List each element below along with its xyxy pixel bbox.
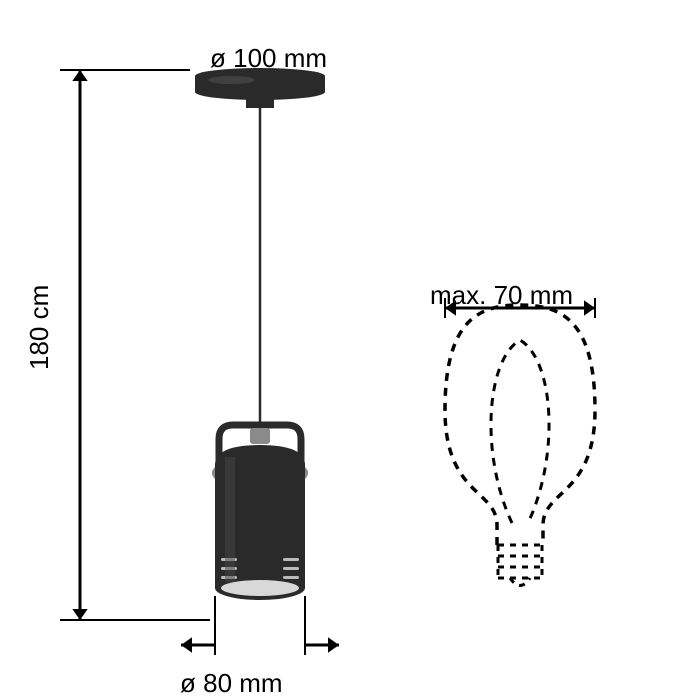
shade-diameter-label: ø 80 mm: [180, 668, 283, 699]
bulb-max-width-label: max. 70 mm: [430, 280, 573, 311]
canopy-diameter-label: ø 100 mm: [210, 43, 327, 74]
total-height-label: 180 cm: [24, 285, 55, 370]
